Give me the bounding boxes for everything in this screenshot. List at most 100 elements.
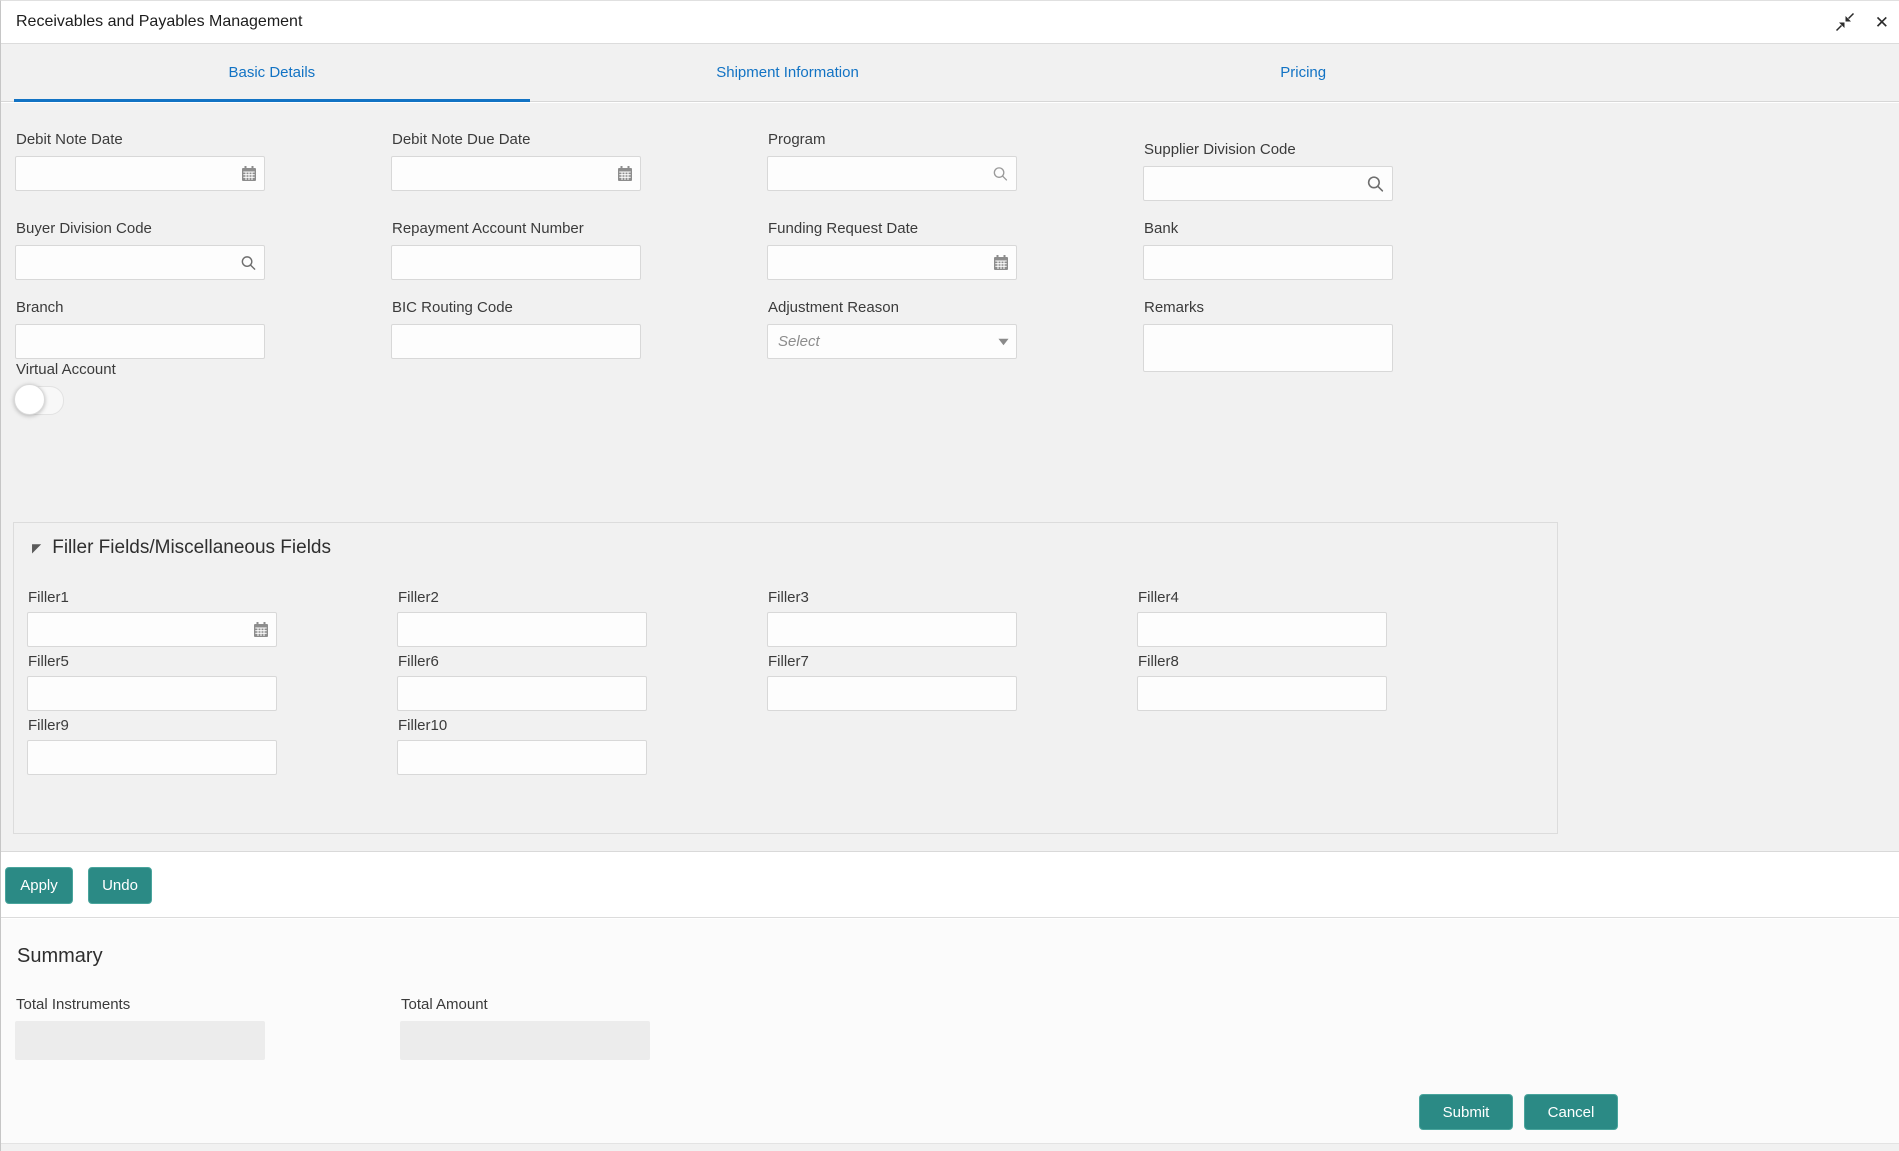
filler9-inputbox <box>27 740 277 775</box>
remarks-input[interactable] <box>1144 325 1392 371</box>
tab-basic-details[interactable]: Basic Details <box>14 44 530 102</box>
field-filler9: Filler9 <box>27 717 277 775</box>
field-repayment-account-number: Repayment Account Number <box>391 220 641 280</box>
field-label: Total Instruments <box>16 996 131 1013</box>
field-label: Filler4 <box>1138 589 1179 606</box>
calendar-icon[interactable] <box>241 165 257 182</box>
field-buyer-division-code: Buyer Division Code <box>15 220 265 280</box>
close-icon[interactable]: ✕ <box>1874 12 1889 32</box>
adjustment-reason-select[interactable]: Select <box>767 324 1017 359</box>
calendar-icon[interactable] <box>617 165 633 182</box>
field-label: Funding Request Date <box>768 220 919 237</box>
collapse-triangle-icon[interactable]: ◤ <box>32 541 42 555</box>
field-total-amount: Total Amount <box>400 996 650 1060</box>
field-label: Adjustment Reason <box>768 299 899 316</box>
filler8-inputbox <box>1137 676 1387 711</box>
debit-note-date-inputbox <box>15 156 265 191</box>
funding-request-date-input[interactable] <box>768 246 1016 279</box>
main-field-grid: Debit Note Date Debit Note Due Date <box>15 131 1393 372</box>
filler3-input[interactable] <box>768 613 1016 646</box>
field-debit-note-date: Debit Note Date <box>15 131 265 201</box>
collapse-icon[interactable] <box>1835 12 1855 32</box>
bank-input[interactable] <box>1144 246 1392 279</box>
field-label: Filler7 <box>768 653 809 670</box>
filler2-inputbox <box>397 612 647 647</box>
tab-shipment-information[interactable]: Shipment Information <box>716 64 859 81</box>
filler-section-title: Filler Fields/Miscellaneous Fields <box>52 537 331 558</box>
field-bic-routing-code: BIC Routing Code <box>391 299 641 372</box>
bottom-strip <box>1 1143 1899 1151</box>
field-bank: Bank <box>1143 220 1393 280</box>
funding-request-date-inputbox <box>767 245 1017 280</box>
field-debit-note-due-date: Debit Note Due Date <box>391 131 641 201</box>
branch-inputbox <box>15 324 265 359</box>
filler1-input[interactable] <box>28 613 276 646</box>
field-label: Filler9 <box>28 717 69 734</box>
field-filler8: Filler8 <box>1137 653 1387 711</box>
field-filler1: Filler1 <box>27 589 277 647</box>
field-filler4: Filler4 <box>1137 589 1387 647</box>
field-total-instruments: Total Instruments <box>15 996 265 1060</box>
field-adjustment-reason: Adjustment Reason Select <box>767 299 1017 372</box>
title-bar: Receivables and Payables Management ✕ <box>1 1 1899 44</box>
program-input[interactable] <box>768 157 1016 190</box>
filler-field-grid: Filler1 Filler2 Filler3 <box>27 589 1387 775</box>
tab-pricing[interactable]: Pricing <box>1280 64 1327 81</box>
field-filler10: Filler10 <box>397 717 647 775</box>
debit-note-due-date-inputbox <box>391 156 641 191</box>
tab-bar: Basic Details Shipment Information Prici… <box>1 44 1899 102</box>
search-icon[interactable] <box>240 254 257 271</box>
debit-note-date-input[interactable] <box>16 157 264 190</box>
virtual-account-toggle[interactable] <box>14 384 64 415</box>
search-icon[interactable] <box>992 165 1009 182</box>
filler-fields-section: ◤ Filler Fields/Miscellaneous Fields Fil… <box>13 522 1558 834</box>
filler6-inputbox <box>397 676 647 711</box>
cancel-button[interactable]: Cancel <box>1524 1094 1618 1130</box>
toggle-knob[interactable] <box>14 384 45 415</box>
field-filler5: Filler5 <box>27 653 277 711</box>
field-label: Total Amount <box>401 996 488 1013</box>
field-label: Debit Note Due Date <box>392 131 531 148</box>
calendar-icon[interactable] <box>993 254 1009 271</box>
filler6-input[interactable] <box>398 677 646 710</box>
submit-button[interactable]: Submit <box>1419 1094 1513 1130</box>
summary-section: Summary Total Instruments Total Amount S… <box>1 919 1899 1143</box>
field-label: Filler1 <box>28 589 69 606</box>
filler4-input[interactable] <box>1138 613 1386 646</box>
field-virtual-account: Virtual Account <box>14 361 116 415</box>
field-label: Buyer Division Code <box>16 220 152 237</box>
summary-title: Summary <box>17 945 103 967</box>
field-label: Supplier Division Code <box>1144 141 1296 158</box>
debit-note-due-date-input[interactable] <box>392 157 640 190</box>
filler8-input[interactable] <box>1138 677 1386 710</box>
bic-routing-code-input[interactable] <box>392 325 640 358</box>
repayment-account-number-inputbox <box>391 245 641 280</box>
filler5-inputbox <box>27 676 277 711</box>
search-icon[interactable] <box>1366 174 1385 193</box>
calendar-icon[interactable] <box>253 621 269 638</box>
repayment-account-number-input[interactable] <box>392 246 640 279</box>
field-label: Repayment Account Number <box>392 220 584 237</box>
buyer-division-code-inputbox <box>15 245 265 280</box>
field-branch: Branch <box>15 299 265 372</box>
apply-bar: Apply Undo <box>1 853 1899 918</box>
select-placeholder: Select <box>778 333 820 350</box>
undo-button[interactable]: Undo <box>88 867 152 904</box>
supplier-division-code-input[interactable] <box>1144 167 1392 200</box>
field-label: Filler5 <box>28 653 69 670</box>
filler5-input[interactable] <box>28 677 276 710</box>
filler3-inputbox <box>767 612 1017 647</box>
dropdown-caret-icon[interactable] <box>998 338 1009 346</box>
field-funding-request-date: Funding Request Date <box>767 220 1017 280</box>
filler10-input[interactable] <box>398 741 646 774</box>
filler2-input[interactable] <box>398 613 646 646</box>
field-program: Program <box>767 131 1017 201</box>
field-label: Debit Note Date <box>16 131 123 148</box>
branch-input[interactable] <box>16 325 264 358</box>
bic-routing-code-inputbox <box>391 324 641 359</box>
apply-button[interactable]: Apply <box>5 867 73 904</box>
filler7-input[interactable] <box>768 677 1016 710</box>
buyer-division-code-input[interactable] <box>16 246 264 279</box>
filler9-input[interactable] <box>28 741 276 774</box>
